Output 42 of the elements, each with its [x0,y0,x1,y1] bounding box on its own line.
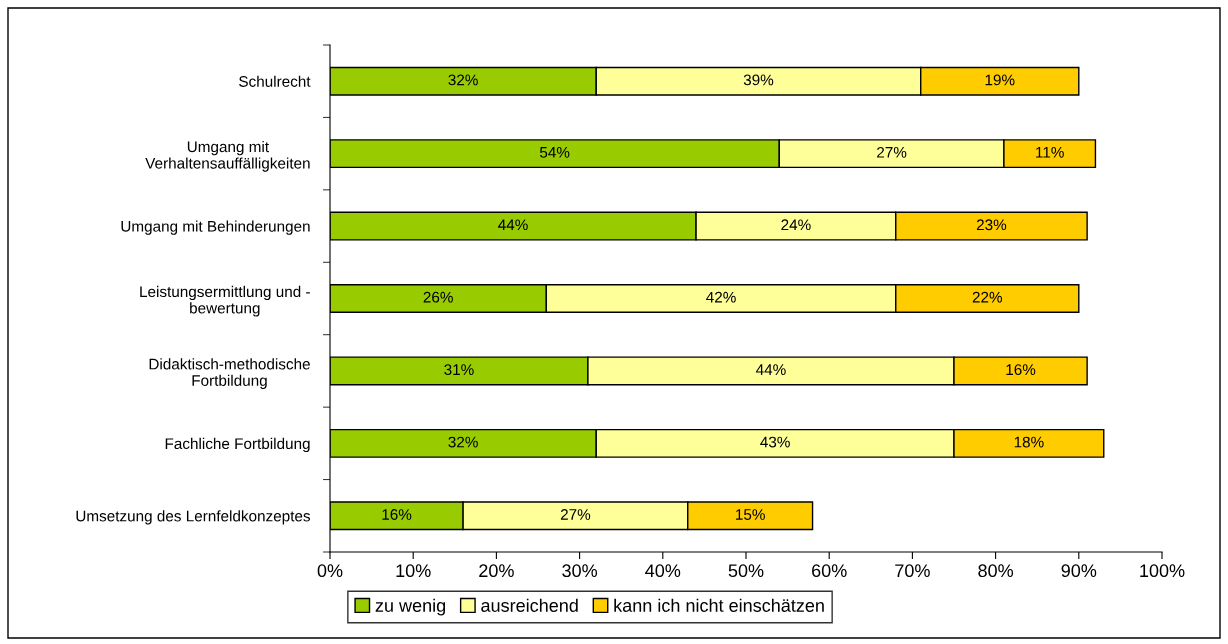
data-label: 27% [560,509,591,520]
data-label: 22% [972,291,1003,303]
data-label: 15% [736,509,765,520]
data-label: 32% [448,436,478,448]
y-tick-label: Leistungsermittlung und - bewertung [140,285,310,317]
data-label: 32% [448,74,478,86]
x-tick-label: 70% [895,564,930,578]
y-tick-label: Umsetzung des Lernfeldkonzeptes [76,510,311,525]
y-tick-label: Schulrecht [239,75,311,87]
x-tick-label: 100% [1140,564,1185,578]
x-tick-label: 20% [479,564,514,578]
data-label: 18% [1014,436,1044,448]
data-label: 42% [706,291,736,303]
legend-label: zu wenig [375,598,446,616]
data-label: 16% [1006,364,1036,376]
x-tick-label: 80% [978,564,1014,578]
data-label: 23% [976,219,1007,231]
y-tick-label: Umgang mit Verhaltensauffälligkeiten [145,140,310,172]
data-label: 31% [444,364,474,376]
data-label: 54% [539,146,570,158]
y-tick-label: Umgang mit Behinderungen [121,220,310,235]
data-label: 44% [498,219,528,231]
x-tick-label: 40% [645,564,681,578]
x-tick-label: 0% [317,564,343,578]
x-tick-label: 90% [1061,564,1097,578]
data-label: 39% [743,74,774,86]
data-label: 26% [423,291,453,303]
x-tick-label: 30% [562,564,598,578]
x-tick-label: 50% [728,564,764,578]
y-tick-label: Didaktisch-methodische Fortbildung [149,358,310,389]
legend-label: kann ich nicht einschätzen [614,598,824,612]
legend-label: ausreichend [481,598,578,612]
x-tick-label: 10% [396,564,431,578]
data-label: 27% [877,146,907,158]
x-tick-label: 60% [812,564,847,578]
data-label: 43% [760,436,790,448]
data-label: 16% [382,509,412,520]
data-label: 11% [1036,146,1064,158]
y-tick-label: Fachliche Fortbildung [165,437,310,453]
data-label: 44% [756,364,786,375]
data-label: 19% [985,74,1015,86]
data-label: 24% [781,219,811,231]
